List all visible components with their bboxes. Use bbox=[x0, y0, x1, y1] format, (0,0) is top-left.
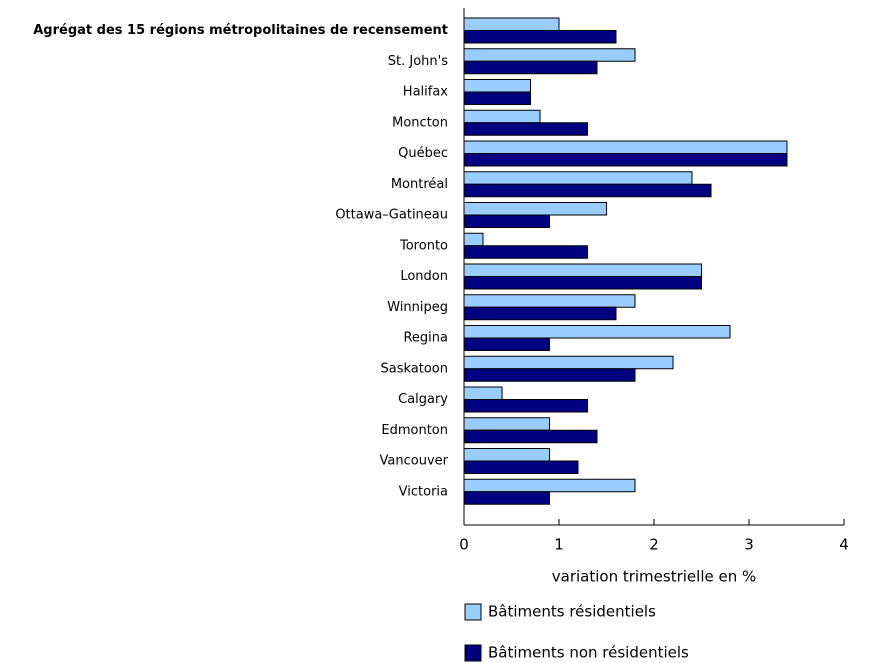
bar bbox=[463, 17, 560, 31]
legend-swatch bbox=[464, 603, 482, 621]
bar bbox=[463, 399, 588, 413]
y-tick-label: Victoria bbox=[399, 484, 448, 499]
bar bbox=[463, 417, 550, 431]
bar bbox=[463, 30, 617, 44]
x-tick-label: 4 bbox=[839, 536, 849, 554]
y-tick-label: Saskatoon bbox=[380, 361, 448, 376]
y-tick-label: Calgary bbox=[398, 392, 448, 407]
y-tick-label: Toronto bbox=[399, 238, 448, 253]
bar bbox=[463, 337, 550, 351]
bar bbox=[463, 153, 788, 167]
bar bbox=[463, 214, 550, 228]
y-tick-label: Regina bbox=[403, 331, 448, 346]
bar bbox=[463, 232, 484, 247]
bar bbox=[463, 276, 702, 290]
x-tick-label: 3 bbox=[744, 536, 754, 554]
bar bbox=[463, 386, 503, 400]
y-tick-label: Edmonton bbox=[381, 423, 448, 438]
x-tick-label: 2 bbox=[649, 536, 659, 554]
bar bbox=[463, 306, 617, 321]
bar bbox=[463, 183, 712, 198]
bar bbox=[463, 60, 598, 75]
legend-label: Bâtiments non résidentiels bbox=[488, 644, 689, 662]
x-axis-title: variation trimestrielle en % bbox=[552, 568, 757, 586]
bar bbox=[463, 355, 674, 370]
bar bbox=[463, 448, 550, 462]
bar bbox=[463, 478, 636, 493]
bar bbox=[463, 368, 636, 382]
y-tick-label: Moncton bbox=[392, 115, 448, 130]
y-tick-label: Halifax bbox=[403, 85, 449, 100]
y-tick-label: Québec bbox=[398, 146, 448, 161]
bar bbox=[463, 91, 531, 105]
bar bbox=[463, 460, 579, 474]
bar bbox=[463, 109, 541, 124]
y-tick-label: Winnipeg bbox=[387, 300, 448, 315]
bar bbox=[463, 429, 598, 444]
y-tick-label: Agrégat des 15 régions métropolitaines d… bbox=[33, 23, 448, 38]
x-tick-label: 1 bbox=[554, 536, 564, 554]
bar bbox=[463, 140, 788, 154]
y-tick-label: London bbox=[400, 269, 448, 284]
bar bbox=[463, 122, 588, 136]
legend-label: Bâtiments résidentiels bbox=[488, 603, 656, 621]
bar bbox=[463, 245, 588, 259]
bar bbox=[463, 171, 693, 185]
y-tick-label: Ottawa–Gatineau bbox=[335, 208, 448, 223]
legend-swatch bbox=[464, 644, 482, 662]
bar bbox=[463, 491, 550, 505]
bar bbox=[463, 48, 636, 62]
y-tick-label: Vancouver bbox=[380, 454, 449, 469]
y-tick-label: Montréal bbox=[391, 177, 448, 192]
x-tick-label: 0 bbox=[459, 536, 469, 554]
bar bbox=[463, 79, 531, 93]
bar bbox=[463, 263, 702, 277]
bar bbox=[463, 294, 636, 308]
bar bbox=[463, 202, 607, 216]
bar bbox=[463, 325, 731, 339]
y-tick-label: St. John's bbox=[388, 54, 448, 69]
